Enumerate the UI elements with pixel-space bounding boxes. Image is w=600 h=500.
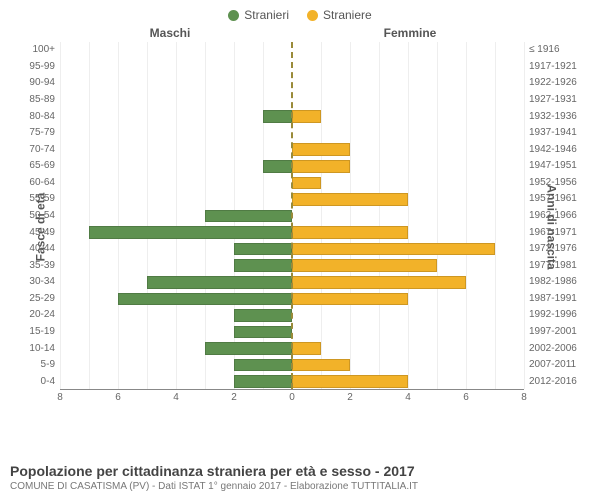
bar-female <box>292 375 408 388</box>
x-tick: 2 <box>347 392 353 403</box>
birth-year-label: 1977-1981 <box>524 258 577 274</box>
bar-female <box>292 226 408 239</box>
bar-female <box>292 243 495 256</box>
bar-male <box>205 342 292 355</box>
birth-year-label: 1987-1991 <box>524 291 577 307</box>
age-label: 80-84 <box>29 109 60 125</box>
age-label: 60-64 <box>29 175 60 191</box>
birth-year-label: 1972-1976 <box>524 241 577 257</box>
bar-male <box>118 293 292 306</box>
age-label: 100+ <box>32 42 60 58</box>
bar-female <box>292 276 466 289</box>
birth-year-label: 1962-1966 <box>524 208 577 224</box>
bar-female <box>292 177 321 190</box>
legend-swatch-male <box>228 10 239 21</box>
bar-male <box>147 276 292 289</box>
x-axis-ticks: 8 6 4 2 0 2 4 6 8 <box>60 392 524 406</box>
bar-female <box>292 110 321 123</box>
birth-year-label: 2002-2006 <box>524 341 577 357</box>
age-label: 45-49 <box>29 225 60 241</box>
x-tick: 2 <box>231 392 237 403</box>
birth-year-label: 2007-2011 <box>524 357 576 373</box>
header-female: Femmine <box>290 26 600 40</box>
age-label: 15-19 <box>29 324 60 340</box>
center-line <box>291 42 293 389</box>
birth-year-label: 1952-1956 <box>524 175 577 191</box>
footer-subtitle: COMUNE DI CASATISMA (PV) - Dati ISTAT 1°… <box>10 481 590 492</box>
bar-female <box>292 143 350 156</box>
bar-male <box>205 210 292 223</box>
footer: Popolazione per cittadinanza straniera p… <box>10 463 590 492</box>
x-tick: 4 <box>405 392 411 403</box>
x-tick: 4 <box>173 392 179 403</box>
age-label: 50-54 <box>29 208 60 224</box>
birth-year-label: 1927-1931 <box>524 92 577 108</box>
bar-female <box>292 160 350 173</box>
bar-female <box>292 359 350 372</box>
bar-male <box>234 359 292 372</box>
age-label: 95-99 <box>29 59 60 75</box>
bar-male <box>234 375 292 388</box>
age-label: 35-39 <box>29 258 60 274</box>
x-tick: 6 <box>463 392 469 403</box>
bar-male <box>263 110 292 123</box>
birth-year-label: 2012-2016 <box>524 374 577 390</box>
bar-female <box>292 293 408 306</box>
age-label: 40-44 <box>29 241 60 257</box>
birth-year-label: 1967-1971 <box>524 225 577 241</box>
bar-female <box>292 342 321 355</box>
legend-label-male: Stranieri <box>244 8 289 22</box>
age-label: 20-24 <box>29 307 60 323</box>
legend-item-female: Straniere <box>307 8 372 22</box>
age-label: 75-79 <box>29 125 60 141</box>
age-label: 25-29 <box>29 291 60 307</box>
birth-year-label: 1992-1996 <box>524 307 577 323</box>
bar-female <box>292 259 437 272</box>
bar-male <box>234 259 292 272</box>
gender-headers: Maschi Femmine <box>0 22 600 42</box>
legend-swatch-female <box>307 10 318 21</box>
plot-region: 100+≤ 191695-991917-192190-941922-192685… <box>60 42 524 390</box>
age-label: 10-14 <box>29 341 60 357</box>
x-tick: 6 <box>115 392 121 403</box>
birth-year-label: 1922-1926 <box>524 75 577 91</box>
age-label: 70-74 <box>29 142 60 158</box>
x-tick: 8 <box>521 392 527 403</box>
age-label: 55-59 <box>29 191 60 207</box>
birth-year-label: 1997-2001 <box>524 324 577 340</box>
footer-title: Popolazione per cittadinanza straniera p… <box>10 463 590 479</box>
chart-area: Fasce di età Anni di nascita 100+≤ 19169… <box>4 42 596 412</box>
age-label: 90-94 <box>29 75 60 91</box>
birth-year-label: 1932-1936 <box>524 109 577 125</box>
legend-label-female: Straniere <box>323 8 372 22</box>
x-tick: 8 <box>57 392 63 403</box>
bar-male <box>89 226 292 239</box>
age-label: 30-34 <box>29 274 60 290</box>
bar-male <box>234 243 292 256</box>
birth-year-label: 1942-1946 <box>524 142 577 158</box>
header-male: Maschi <box>0 26 290 40</box>
bar-female <box>292 193 408 206</box>
bar-male <box>263 160 292 173</box>
birth-year-label: 1937-1941 <box>524 125 577 141</box>
legend-item-male: Stranieri <box>228 8 289 22</box>
bar-male <box>234 326 292 339</box>
age-label: 5-9 <box>41 357 60 373</box>
birth-year-label: 1982-1986 <box>524 274 577 290</box>
birth-year-label: ≤ 1916 <box>524 42 560 58</box>
birth-year-label: 1957-1961 <box>524 191 577 207</box>
legend: Stranieri Straniere <box>0 0 600 22</box>
age-label: 65-69 <box>29 158 60 174</box>
age-label: 85-89 <box>29 92 60 108</box>
age-label: 0-4 <box>41 374 60 390</box>
birth-year-label: 1947-1951 <box>524 158 577 174</box>
birth-year-label: 1917-1921 <box>524 59 577 75</box>
x-tick: 0 <box>289 392 295 403</box>
bar-male <box>234 309 292 322</box>
